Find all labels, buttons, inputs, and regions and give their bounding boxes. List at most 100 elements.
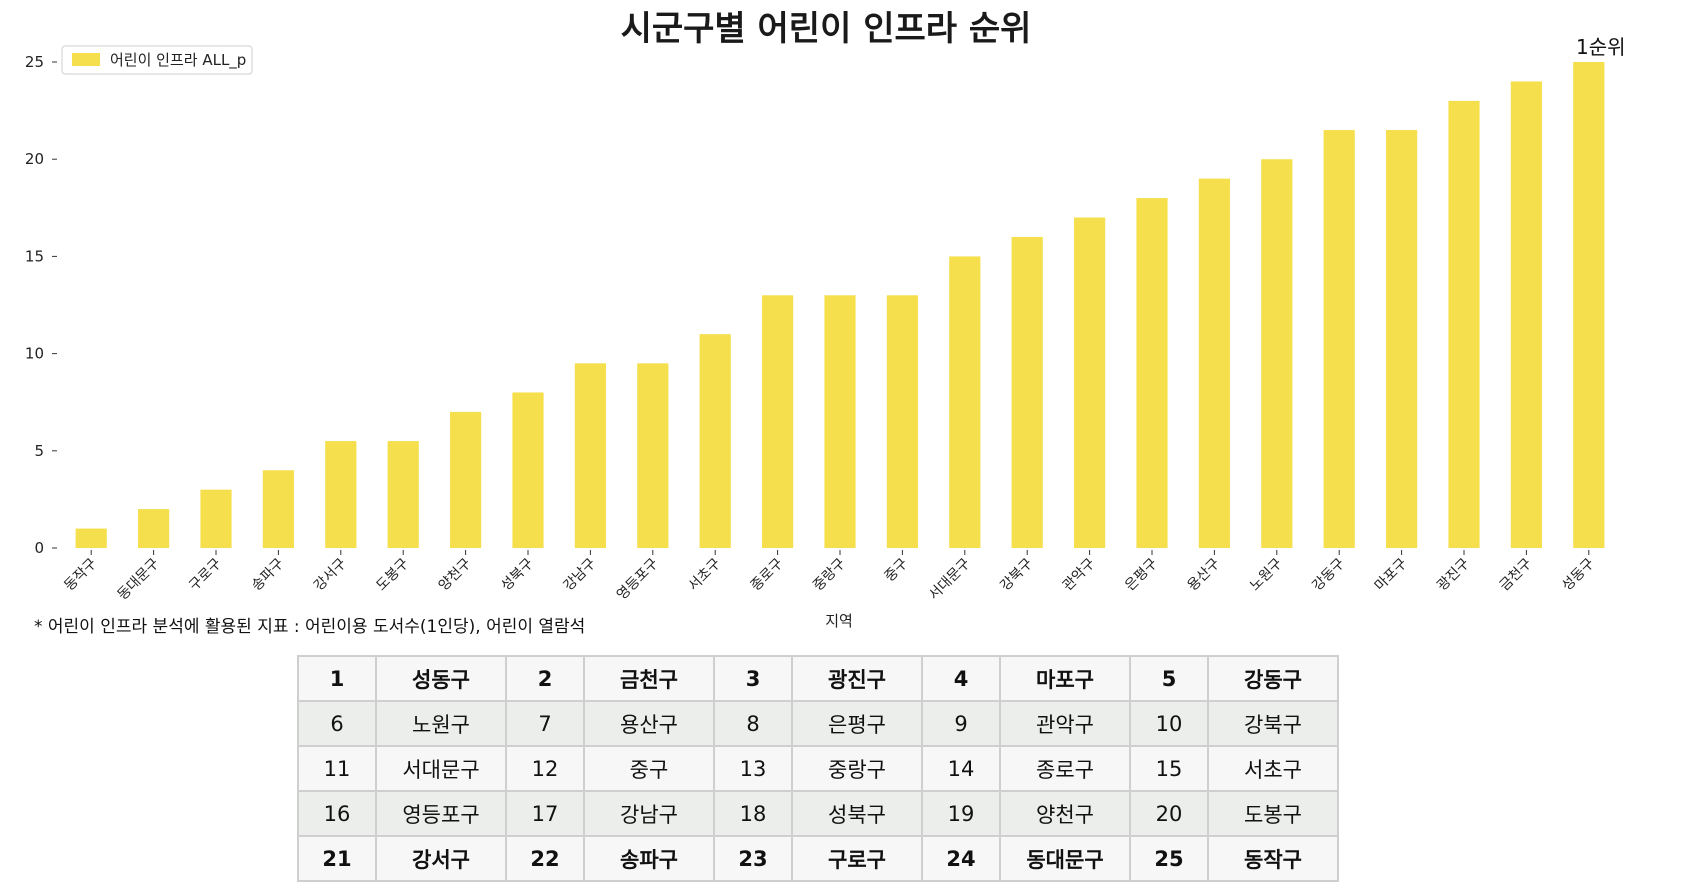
bar-은평구 <box>1136 198 1168 548</box>
x-tick-label: 강남구 <box>561 555 600 594</box>
rank-number: 1 <box>297 655 377 702</box>
rank-region: 관악구 <box>999 700 1131 747</box>
rank-number: 24 <box>921 835 1001 882</box>
rank-region: 노원구 <box>375 700 507 747</box>
rank-region: 종로구 <box>999 745 1131 792</box>
x-tick-label: 강동구 <box>1309 555 1348 594</box>
chart-title: 시군구별 어린이 인프라 순위 <box>621 9 1032 49</box>
x-axis-label: 지역 <box>825 612 853 630</box>
rank-region: 중랑구 <box>791 745 923 792</box>
rank-region: 서대문구 <box>375 745 507 792</box>
rank-region: 광진구 <box>791 655 923 702</box>
bar-서초구 <box>699 334 731 548</box>
rank-region: 용산구 <box>583 700 715 747</box>
x-tick-label: 중구 <box>882 555 912 585</box>
bar-성북구 <box>512 392 544 548</box>
rank-region: 송파구 <box>583 835 715 882</box>
rank-region: 동대문구 <box>999 835 1131 882</box>
legend-swatch <box>72 53 100 66</box>
bar-노원구 <box>1261 159 1293 548</box>
x-tick-label: 금천구 <box>1497 555 1536 594</box>
bar-강남구 <box>574 363 606 548</box>
rank-number: 23 <box>713 835 793 882</box>
rank-number: 5 <box>1129 655 1209 702</box>
bar-용산구 <box>1198 178 1230 548</box>
x-axis-ticks: 동작구 동대문구 구로구 송파구 강서구 도봉구 양천구 성북구 강남구 영등포구 서초구 종로구 중랑… <box>61 550 1598 603</box>
rank-number: 18 <box>713 790 793 837</box>
x-tick-label: 영등포구 <box>614 555 662 603</box>
y-tick-label: 5 <box>34 442 44 460</box>
rank-region: 도봉구 <box>1207 790 1339 837</box>
rank-number: 25 <box>1129 835 1209 882</box>
x-tick-label: 도봉구 <box>373 555 412 594</box>
rank-region: 양천구 <box>999 790 1131 837</box>
legend-label: 어린이 인프라 ALL_p <box>110 51 246 70</box>
bar-성동구 <box>1573 62 1605 548</box>
x-tick-label: 서대문구 <box>926 555 974 603</box>
x-tick-label: 강서구 <box>311 555 350 594</box>
y-tick-label: 15 <box>25 247 44 265</box>
rank-number: 9 <box>921 700 1001 747</box>
rank-number: 2 <box>505 655 585 702</box>
y-tick-label: 0 <box>34 539 44 557</box>
legend-box <box>61 45 253 75</box>
x-tick-label: 은평구 <box>1122 555 1161 594</box>
footnote: * 어린이 인프라 분석에 활용된 지표 : 어린이용 도서수(1인당), 어린… <box>34 617 586 637</box>
bar-금천구 <box>1510 81 1542 548</box>
x-tick-label: 용산구 <box>1185 555 1224 594</box>
x-tick-label: 관악구 <box>1060 555 1099 594</box>
rank-region: 강남구 <box>583 790 715 837</box>
rank-row: 21 강서구 22 송파구 23 구로구 24 동대문구 25 동작구 <box>297 835 1339 882</box>
bar-송파구 <box>262 470 294 548</box>
rank-region: 중구 <box>583 745 715 792</box>
y-tick-label: 20 <box>25 150 44 168</box>
bar-서대문구 <box>949 256 981 548</box>
bar-마포구 <box>1386 130 1418 549</box>
rank-number: 15 <box>1129 745 1209 792</box>
bar-도봉구 <box>387 441 419 548</box>
bar-광진구 <box>1448 100 1480 548</box>
rank-number: 14 <box>921 745 1001 792</box>
rank-row: 6 노원구 7 용산구 8 은평구 9 관악구 10 강북구 <box>297 700 1339 747</box>
bar-동작구 <box>75 528 107 548</box>
x-tick-label: 노원구 <box>1247 555 1286 594</box>
rank-region: 은평구 <box>791 700 923 747</box>
rank-number: 17 <box>505 790 585 837</box>
rank-annotation: 1순위 <box>1576 35 1626 59</box>
y-axis: 0 5 10 15 20 25 <box>25 53 57 557</box>
rank-number: 19 <box>921 790 1001 837</box>
rank-region: 구로구 <box>791 835 923 882</box>
rank-number: 6 <box>297 700 377 747</box>
rank-table: 1 성동구 2 금천구 3 광진구 4 마포구 5 강동구 6 노원구 7 용산구 8 은평구 9 관악구 10 강북… <box>297 655 1339 882</box>
x-tick-label: 광진구 <box>1434 555 1473 594</box>
rank-number: 7 <box>505 700 585 747</box>
rank-number: 12 <box>505 745 585 792</box>
rank-region: 동작구 <box>1207 835 1339 882</box>
rank-number: 13 <box>713 745 793 792</box>
rank-number: 11 <box>297 745 377 792</box>
bar-동대문구 <box>138 509 170 548</box>
rank-row: 16 영등포구 17 강남구 18 성북구 19 양천구 20 도봉구 <box>297 790 1339 837</box>
bar-강북구 <box>1011 236 1043 548</box>
bar-강동구 <box>1323 130 1355 549</box>
x-tick-label: 서초구 <box>685 555 724 594</box>
rank-region: 강동구 <box>1207 655 1339 702</box>
bar-구로구 <box>200 489 232 548</box>
rank-number: 22 <box>505 835 585 882</box>
x-tick-label: 성동구 <box>1559 555 1598 594</box>
x-tick-label: 구로구 <box>186 555 225 594</box>
bar-관악구 <box>1074 217 1106 548</box>
bar-양천구 <box>450 411 482 548</box>
bars <box>75 62 1605 549</box>
x-tick-label: 중랑구 <box>810 555 849 594</box>
bar-영등포구 <box>637 363 669 548</box>
rank-region: 금천구 <box>583 655 715 702</box>
rank-region: 서초구 <box>1207 745 1339 792</box>
rank-number: 21 <box>297 835 377 882</box>
x-tick-label: 강북구 <box>997 555 1036 594</box>
bar-강서구 <box>325 441 357 548</box>
rank-region: 마포구 <box>999 655 1131 702</box>
x-tick-label: 동대문구 <box>115 555 163 603</box>
x-tick-label: 성북구 <box>498 555 537 594</box>
